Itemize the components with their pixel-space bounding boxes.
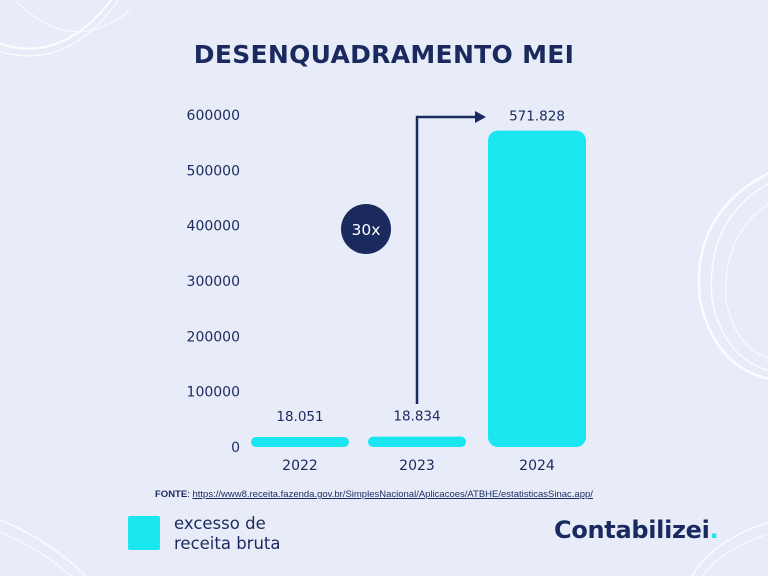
- y-tick-label: 100000: [187, 385, 240, 401]
- growth-arrow-head: [475, 111, 486, 123]
- bar-2024: [488, 130, 586, 447]
- brand-logo: Contabilizei.: [554, 516, 719, 544]
- growth-badge-label: 30x: [352, 221, 381, 239]
- bar-2022: [251, 437, 349, 447]
- source-label: FONTE: [155, 489, 188, 500]
- data-label-2023: 18.834: [393, 409, 440, 425]
- source-link[interactable]: https://www8.receita.fazenda.gov.br/Simp…: [192, 489, 593, 500]
- y-tick-label: 600000: [187, 108, 240, 124]
- x-tick-label-2024: 2024: [519, 458, 555, 474]
- brand-name: Contabilizei: [554, 516, 710, 544]
- bar-2023: [368, 436, 466, 447]
- brand-dot: .: [709, 516, 719, 544]
- y-tick-label: 200000: [187, 329, 240, 345]
- y-tick-label: 300000: [187, 274, 240, 290]
- chart-title: DESENQUADRAMENTO MEI: [193, 40, 575, 69]
- y-tick-label: 400000: [187, 219, 240, 235]
- legend-label: excesso de receita bruta: [174, 514, 281, 553]
- x-tick-label-2022: 2022: [282, 458, 318, 474]
- legend-swatch: [128, 516, 160, 550]
- x-tick-label-2023: 2023: [399, 458, 435, 474]
- growth-badge: [341, 204, 391, 254]
- source-note: FONTE: https://www8.receita.fazenda.gov.…: [155, 489, 593, 500]
- data-label-2024: 571.828: [509, 109, 565, 125]
- y-tick-label: 500000: [187, 163, 240, 179]
- growth-arrow-line: [415, 115, 478, 404]
- y-tick-label: 0: [231, 440, 240, 456]
- data-label-2022: 18.051: [276, 409, 323, 425]
